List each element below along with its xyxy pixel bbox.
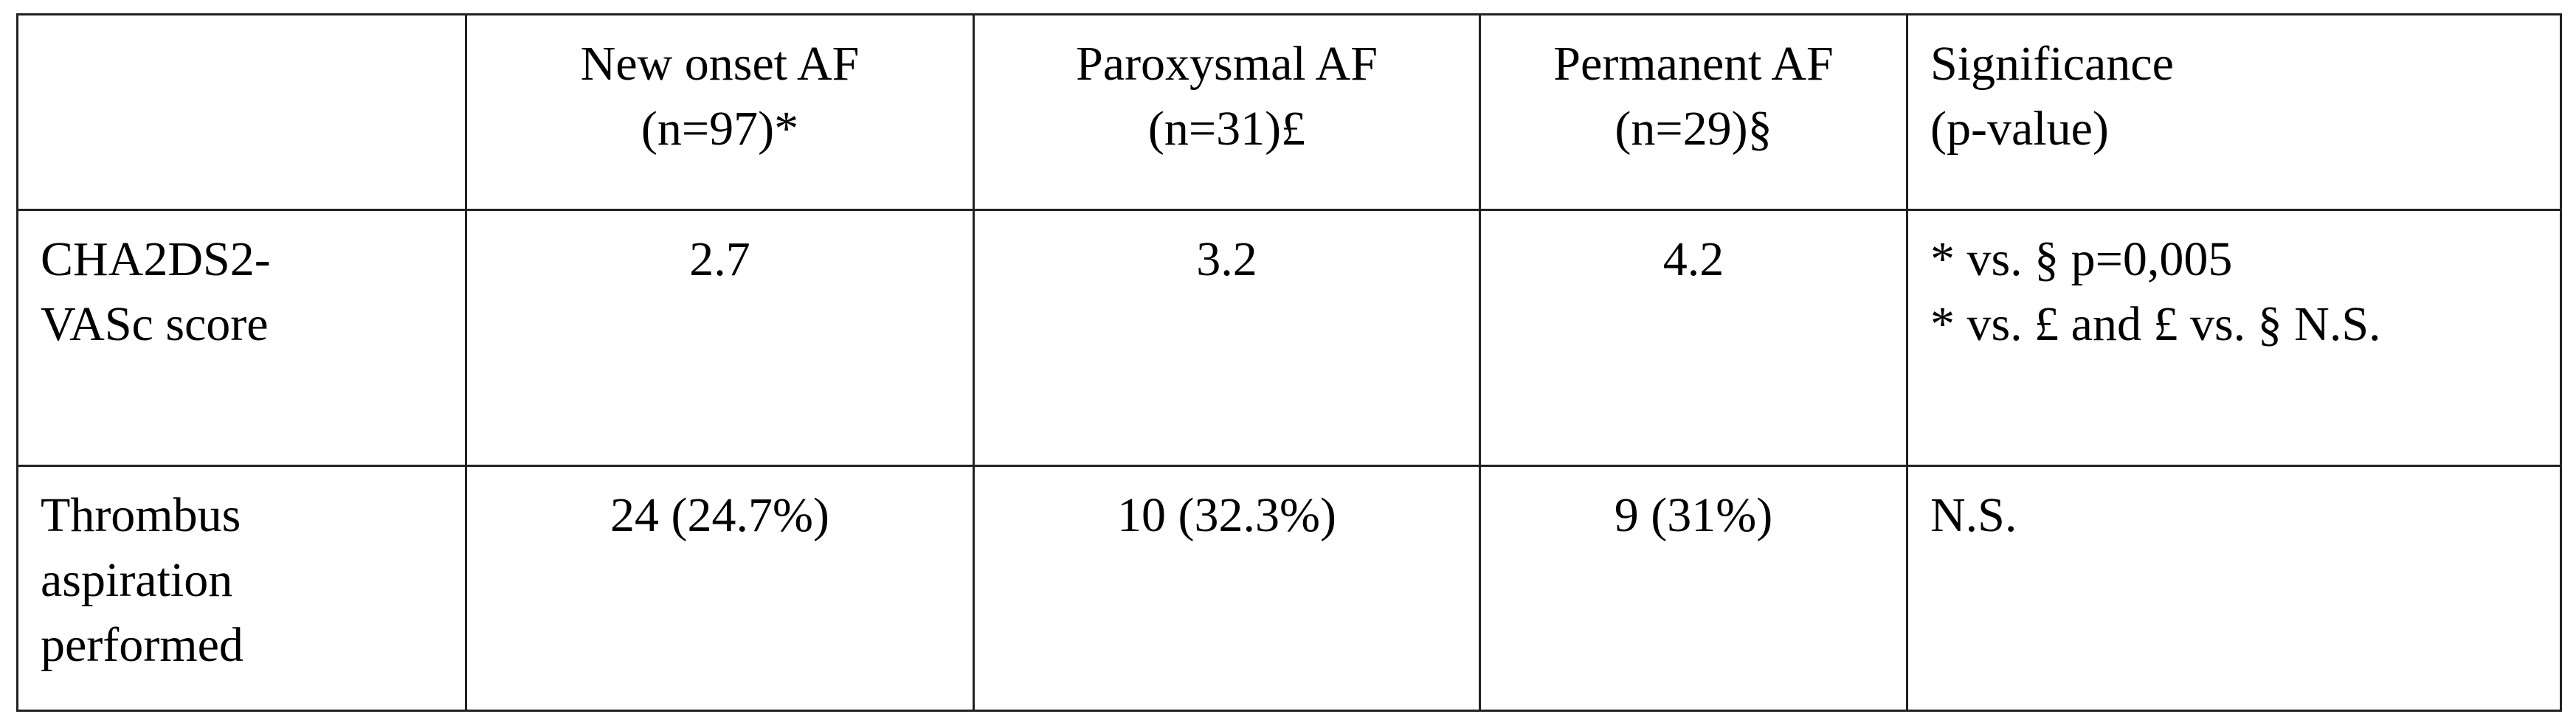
table-cell: Thrombus aspiration performed	[16, 465, 467, 712]
header-cell: New onset AF (n=97)*	[465, 13, 975, 211]
cell-text: (n=31)£	[1147, 102, 1306, 156]
header-row: New onset AF (n=97)* Paroxysmal AF (n=31)£ P…	[16, 13, 2562, 211]
table-cell: 24 (24.7%)	[465, 465, 975, 712]
cell-text: (p-value)	[1930, 102, 2109, 156]
cell-text: Thrombus	[41, 488, 241, 542]
header-cell: Paroxysmal AF (n=31)£	[973, 13, 1481, 211]
header-cell: Significance (p-value)	[1906, 13, 2562, 211]
cell-text: 24 (24.7%)	[610, 488, 829, 542]
cell-text: 2.7	[689, 232, 750, 286]
cell-text: 4.2	[1662, 232, 1724, 286]
cell-text: CHA2DS2-	[41, 232, 271, 286]
cell-text: 9 (31%)	[1614, 488, 1773, 542]
cell-text: (n=97)*	[640, 102, 799, 156]
cell-text: Paroxysmal AF	[1076, 37, 1378, 91]
cell-text: * vs. § p=0,005	[1930, 232, 2233, 286]
data-table: New onset AF (n=97)* Paroxysmal AF (n=31)£ P…	[16, 13, 2562, 712]
cell-text: aspiration	[41, 553, 233, 607]
table-cell: 3.2	[973, 209, 1481, 467]
table-cell: * vs. § p=0,005 * vs. £ and £ vs. § N.S.	[1906, 209, 2562, 467]
table-cell: 4.2	[1479, 209, 1908, 467]
table-cell: 10 (32.3%)	[973, 465, 1481, 712]
table-body: New onset AF (n=97)* Paroxysmal AF (n=31)£ P…	[16, 13, 2562, 712]
table-row: Thrombus aspiration performed 24 (24.7%) 10 …	[16, 465, 2562, 712]
table-row: CHA2DS2- VASc score 2.7 3.2 4.2 * vs. § p=0,0…	[16, 209, 2562, 467]
table-cell: 2.7	[465, 209, 975, 467]
header-cell: Permanent AF (n=29)§	[1479, 13, 1908, 211]
cell-text: (n=29)§	[1615, 102, 1772, 156]
header-cell	[16, 13, 467, 211]
cell-text: VASc score	[41, 297, 269, 351]
cell-text: Permanent AF	[1553, 37, 1834, 91]
cell-text: 10 (32.3%)	[1117, 488, 1336, 542]
cell-text: 3.2	[1196, 232, 1257, 286]
table-cell: CHA2DS2- VASc score	[16, 209, 467, 467]
cell-text: Significance	[1930, 37, 2174, 91]
table-cell: N.S.	[1906, 465, 2562, 712]
cell-text: N.S.	[1930, 488, 2017, 542]
table-cell: 9 (31%)	[1479, 465, 1908, 712]
cell-text: New onset AF	[580, 37, 860, 91]
cell-text: performed	[41, 618, 244, 672]
cell-text: * vs. £ and £ vs. § N.S.	[1930, 297, 2381, 351]
